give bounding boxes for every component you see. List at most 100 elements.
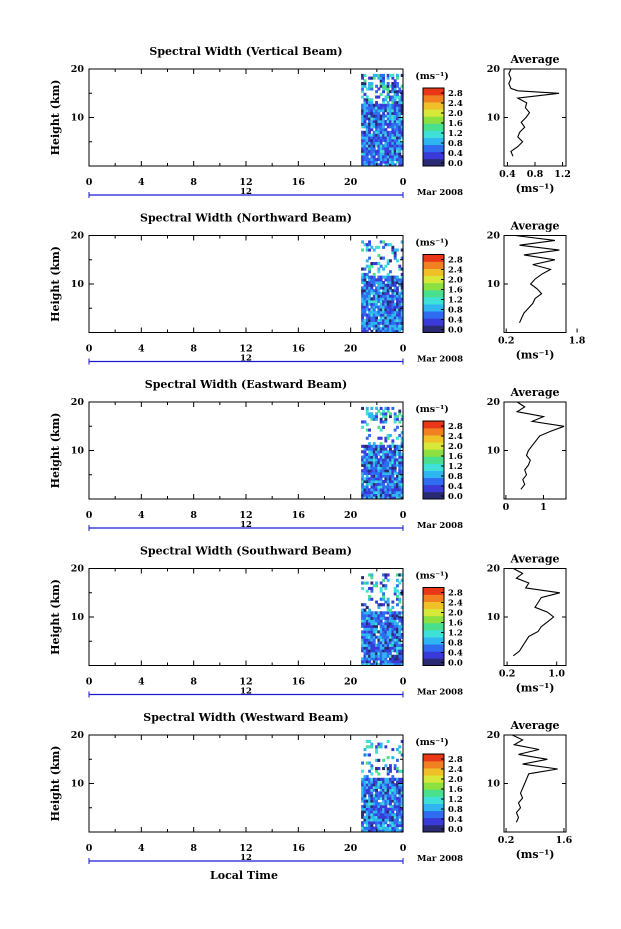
heatmap-cell bbox=[370, 329, 374, 333]
heatmap-cell bbox=[363, 753, 367, 757]
colorbar-swatch bbox=[423, 587, 444, 595]
heatmap-cell bbox=[375, 785, 378, 789]
heatmap-cell bbox=[400, 455, 404, 459]
heatmap-cell bbox=[370, 745, 374, 749]
heatmap-cell bbox=[398, 327, 402, 331]
heatmap-cell bbox=[400, 84, 404, 88]
heatmap-cell bbox=[379, 641, 383, 645]
heatmap-cell bbox=[379, 493, 383, 497]
heatmap-cell bbox=[389, 788, 392, 792]
heatmap-cell bbox=[386, 799, 390, 803]
heatmap-cell bbox=[375, 767, 378, 771]
heatmap-cell bbox=[370, 490, 374, 494]
heatmap-cell bbox=[368, 117, 371, 121]
heatmap-cell bbox=[386, 316, 390, 320]
heatmap-cell bbox=[391, 660, 395, 664]
heatmap-cell bbox=[391, 488, 395, 492]
heatmap-cell bbox=[379, 622, 383, 626]
heatmap-cell bbox=[391, 657, 395, 661]
heatmap-cell bbox=[393, 624, 397, 628]
y-tick-label: 10 bbox=[71, 446, 85, 457]
heatmap-cell bbox=[389, 111, 392, 115]
heatmap-cell bbox=[379, 264, 383, 268]
heatmap-cell bbox=[384, 641, 388, 645]
heatmap-cell bbox=[382, 324, 385, 328]
heatmap-cell bbox=[370, 144, 374, 148]
heatmap-cell bbox=[377, 324, 381, 328]
heatmap-cell bbox=[368, 157, 371, 161]
heatmap-cell bbox=[384, 84, 388, 88]
heatmap-cell bbox=[361, 657, 364, 661]
heatmap-cell bbox=[384, 155, 388, 159]
heatmap-cell bbox=[400, 436, 404, 440]
heatmap-cell bbox=[389, 305, 392, 309]
heatmap-cell bbox=[398, 490, 402, 494]
x-tick-label: 0 bbox=[400, 177, 407, 188]
heatmap-cell bbox=[400, 769, 404, 773]
heatmap-cell bbox=[375, 324, 378, 328]
heatmap-cell bbox=[382, 758, 385, 762]
heatmap-cell bbox=[393, 152, 397, 156]
heatmap-cell bbox=[382, 777, 385, 781]
average-y-tick-label: 10 bbox=[487, 113, 501, 124]
heatmap-cell bbox=[382, 635, 385, 639]
heatmap-cell bbox=[365, 611, 369, 615]
colorbar-swatch bbox=[423, 275, 444, 284]
heatmap-cell bbox=[382, 106, 385, 110]
heatmap-cell bbox=[400, 313, 404, 317]
heatmap-cell bbox=[372, 452, 376, 456]
heatmap-cell bbox=[391, 103, 395, 107]
colorbar: 2.82.42.01.61.20.80.40.0 bbox=[422, 587, 463, 669]
heatmap-cell bbox=[361, 496, 364, 500]
average-x-tick-label: 0.2 bbox=[499, 669, 516, 680]
heatmap-cell bbox=[398, 157, 402, 161]
heatmap-cell bbox=[365, 791, 369, 795]
heatmap-cell bbox=[368, 641, 371, 645]
heatmap-cell bbox=[375, 823, 378, 827]
heatmap-cell bbox=[368, 493, 371, 497]
heatmap-cell bbox=[396, 578, 399, 582]
heatmap-cell bbox=[377, 742, 381, 746]
heatmap-cells bbox=[361, 406, 404, 500]
heatmap-cell bbox=[386, 87, 390, 91]
x-tick-label: 16 bbox=[292, 677, 306, 688]
heatmap-cell bbox=[379, 300, 383, 304]
heatmap-cell bbox=[379, 450, 383, 454]
colorbar-unit: (ms⁻¹) bbox=[415, 71, 449, 82]
heatmap-cell bbox=[370, 160, 374, 164]
heatmap-cell bbox=[372, 821, 376, 825]
heatmap-cell bbox=[368, 802, 371, 806]
heatmap-cell bbox=[382, 327, 385, 331]
heatmap-cell bbox=[375, 111, 378, 115]
heatmap-cell bbox=[393, 144, 397, 148]
heatmap-cell bbox=[361, 455, 364, 459]
heatmap-cell bbox=[391, 122, 395, 126]
heatmap-cell bbox=[370, 82, 374, 86]
heatmap-cell bbox=[400, 463, 404, 467]
heatmap-cell bbox=[396, 622, 399, 626]
heatmap-cell bbox=[398, 488, 402, 492]
heatmap-cell bbox=[384, 646, 388, 650]
heatmap-cell bbox=[400, 627, 404, 631]
heatmap-cell bbox=[398, 592, 402, 596]
heatmap-cell bbox=[377, 111, 381, 115]
heatmap-cell bbox=[386, 605, 390, 609]
heatmap-cell bbox=[368, 791, 371, 795]
heatmap-cell bbox=[396, 248, 399, 252]
heatmap-cell bbox=[398, 769, 402, 773]
heatmap-cell bbox=[400, 783, 404, 787]
heatmap-cell bbox=[400, 275, 404, 279]
heatmap-cell bbox=[396, 611, 399, 615]
heatmap-cell bbox=[361, 444, 364, 448]
heatmap-cell bbox=[396, 297, 399, 301]
heatmap-cell bbox=[370, 310, 374, 314]
heatmap-cell bbox=[393, 785, 397, 789]
heatmap-cell bbox=[375, 117, 378, 121]
average-title: Average bbox=[509, 386, 559, 399]
heatmap-cell bbox=[365, 605, 369, 609]
heatmap-cell bbox=[372, 493, 376, 497]
heatmap-cell bbox=[382, 84, 385, 88]
heatmap-cell bbox=[375, 794, 378, 798]
heatmap-cell bbox=[398, 302, 402, 306]
heatmap-cell bbox=[382, 144, 385, 148]
